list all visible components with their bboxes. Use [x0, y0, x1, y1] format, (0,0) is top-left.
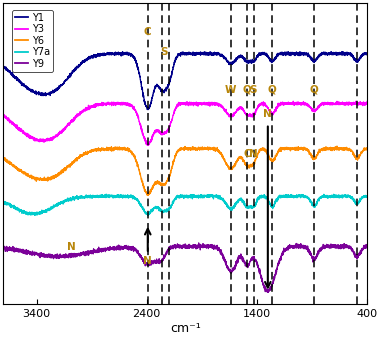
- Text: S: S: [160, 47, 168, 57]
- Legend: Y1, Y3, Y6, Y7a, Y9: Y1, Y3, Y6, Y7a, Y9: [12, 10, 53, 72]
- Text: N: N: [143, 256, 152, 266]
- Text: Q: Q: [243, 85, 251, 95]
- Text: C: C: [144, 27, 152, 37]
- Text: N: N: [263, 108, 272, 119]
- Text: W: W: [225, 85, 237, 95]
- Text: C: C: [243, 149, 251, 159]
- X-axis label: cm⁻¹: cm⁻¹: [170, 321, 200, 335]
- Text: S: S: [249, 85, 257, 95]
- Text: N: N: [67, 242, 76, 252]
- Text: Q: Q: [310, 85, 319, 95]
- Text: Q: Q: [268, 85, 277, 95]
- Text: N: N: [248, 149, 257, 159]
